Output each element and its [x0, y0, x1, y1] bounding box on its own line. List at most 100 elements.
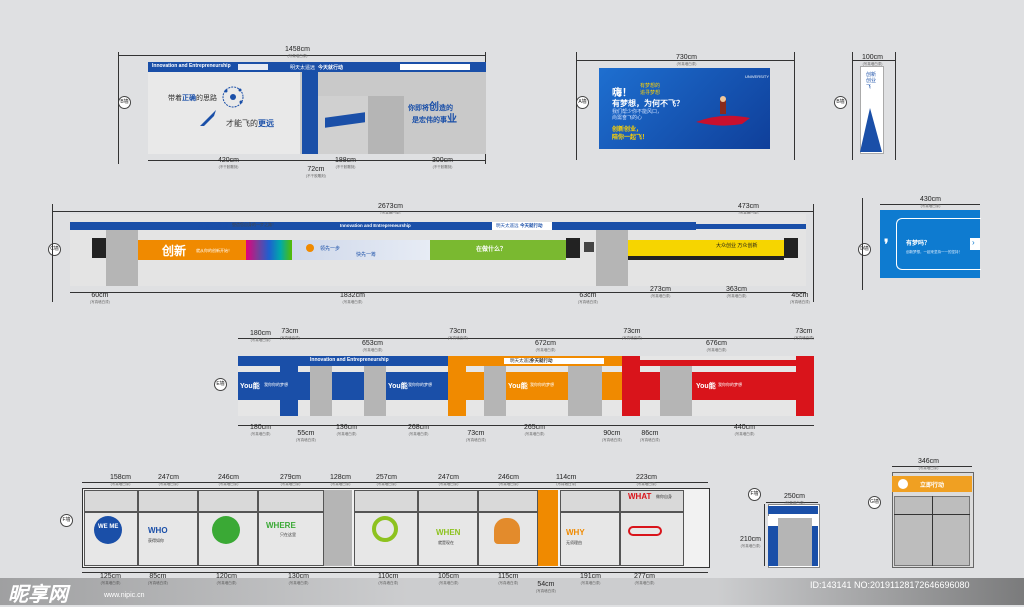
- wall-b2-text: 创新创业 飞: [866, 72, 877, 90]
- dim-45: 45cm (写真墙白漆): [790, 292, 810, 304]
- left-text2: 才能飞的更远: [226, 119, 274, 128]
- wall-c-pillar: [596, 230, 628, 286]
- header-mid: 明天太遥远: [290, 65, 316, 71]
- we-label: WE ME: [98, 524, 119, 530]
- wall-c-last: 大众创业 万众创新: [716, 243, 758, 249]
- step2: 快先一筹: [356, 252, 377, 258]
- dim-363: 363cm (写真墙白漆): [726, 286, 748, 298]
- e-top-4: 672cm (写真墙白漆): [535, 340, 557, 352]
- what-sub: 做你自身: [656, 494, 672, 499]
- header-mid2: 今天就行动: [318, 65, 344, 71]
- what: WHAT: [628, 492, 652, 501]
- wall-c-black-block: [566, 238, 580, 258]
- dim-line: [813, 204, 814, 302]
- e-top-6: 676cm (写真墙白漆): [706, 340, 728, 352]
- rocket-icon: [200, 110, 216, 126]
- header-tab: [238, 64, 268, 70]
- e-top-5: 73cm (写真墙白漆): [622, 328, 642, 340]
- watermark-id: ID:143141 NO:20191128172646696080: [810, 580, 970, 590]
- wall-c-black-block: [784, 238, 798, 258]
- f-cell: [258, 490, 324, 512]
- wall-d-tag: D墙: [858, 243, 871, 256]
- wall-e-red-strip: [622, 356, 640, 416]
- e-bot-2: 136cm (写真墙白漆): [336, 424, 358, 436]
- wall-e-pillar: [364, 366, 386, 416]
- dim-63: 63cm (写真墙白漆): [578, 292, 598, 304]
- burger-icon: [494, 518, 520, 544]
- f-top-6: 247cm (写真墙白漆): [438, 474, 460, 486]
- why-sub: 无须理由: [566, 540, 582, 545]
- you3: You能: [508, 383, 528, 390]
- f-cell-why: [560, 512, 620, 566]
- e-bot-4: 73cm (写真墙白漆): [466, 430, 486, 442]
- dim-300: 300cm (不干胶雕刻): [432, 157, 454, 169]
- e-bot-6: 90cm (写真墙白漆): [602, 430, 622, 442]
- wall-a-line5: 创新创业，: [612, 127, 643, 133]
- dim-line: [764, 504, 765, 566]
- title-from-sub: 塑造您自身的一步之路！: [232, 222, 276, 227]
- wall-c-header-mid: Innovation and Entrepreneurship: [340, 223, 411, 228]
- e-bot-3: 268cm (写真墙白漆): [408, 424, 430, 436]
- wall-a-tag: A墙: [576, 96, 589, 109]
- f-top-5: 257cm (写真墙白漆): [376, 474, 398, 486]
- dim-1832: 1832cm (写真墙白漆): [340, 292, 365, 304]
- f-cell: [560, 490, 620, 512]
- e-top-1: 73cm (写真墙白漆): [280, 328, 300, 340]
- dim-total: 730cm (写真墙白漆): [676, 54, 698, 66]
- wall-c-rainbow: [246, 240, 292, 260]
- f-cell: [84, 490, 138, 512]
- wall-c-header2: [696, 224, 806, 229]
- wall-a-panel: [599, 68, 770, 149]
- dim-273: 273cm (写真墙白漆): [650, 286, 672, 298]
- wall-d-title: 有梦吗？: [906, 241, 931, 247]
- wall-e-orange-strip: [448, 356, 466, 416]
- wall-d-frame: [896, 218, 981, 270]
- dim-line: [576, 52, 577, 160]
- header-text: Innovation and Entrepreneurship: [152, 63, 231, 69]
- wall-f-tag: F墙: [60, 514, 73, 527]
- wall-f2-header: [768, 506, 818, 514]
- dim-total: 2673cm (写真墙白漆): [378, 203, 403, 215]
- wall-e-blue-band: [238, 372, 448, 400]
- wall-a-line3: 我们帮少你不能风口，: [612, 109, 663, 115]
- f-top-7: 246cm (写真墙白漆): [498, 474, 520, 486]
- e-bot-8: 440cm (写真墙白漆): [734, 424, 756, 436]
- right-text1: 你即将创造的: [408, 102, 453, 113]
- chuangxin-sub: 就从你的创新开始！: [196, 248, 232, 253]
- header-tab: [492, 222, 552, 230]
- f-cell-where: [258, 512, 324, 566]
- where-sub: 只在这里: [280, 532, 296, 537]
- wall-e-red-header: [640, 360, 796, 366]
- dim-line: [852, 52, 853, 160]
- watermark-url: www.nipic.cn: [104, 592, 145, 599]
- wall-e-header: [238, 356, 448, 366]
- wall-g-logo-icon: [898, 479, 908, 489]
- wall-c-tag: C墙: [48, 243, 61, 256]
- wall-e-red-end: [796, 356, 814, 416]
- quote-icon: ❜: [884, 236, 889, 252]
- wall-a-line1c: 追寻梦想: [640, 90, 661, 96]
- dim-line: [862, 198, 863, 290]
- f-cell: [138, 490, 198, 512]
- watermark-logo: 昵享网: [8, 584, 68, 606]
- wall-a-logo: UNIVERSITY: [745, 74, 770, 79]
- f-pillar: [324, 490, 352, 566]
- wall-e-header-r1: 明天太遥远: [510, 358, 533, 363]
- f-top-9: 223cm (写真墙白漆): [636, 474, 658, 486]
- header-tab: [504, 358, 604, 364]
- dim-line: [82, 572, 708, 573]
- wall-b-pillar: [368, 96, 404, 154]
- what: 在做什么？: [476, 247, 507, 253]
- dim-72: 72cm (不干胶雕刻): [306, 166, 326, 178]
- e-top-2: 653cm (写真墙白漆): [362, 340, 384, 352]
- f-cell: [198, 490, 258, 512]
- wall-e-tag: E墙: [214, 378, 227, 391]
- dim-total: 430cm (写真墙白漆): [920, 196, 942, 208]
- you1: You能: [240, 383, 260, 390]
- f-top-0: 158cm (写真墙白漆): [110, 474, 132, 486]
- e-top-0: 180cm (写真墙白漆): [250, 330, 272, 342]
- dim-line: [766, 502, 818, 503]
- dim-total: 1458cm (写真墙白漆): [285, 46, 310, 58]
- step: 领先一步: [320, 246, 341, 252]
- wall-f2-tag: F墙: [748, 488, 761, 501]
